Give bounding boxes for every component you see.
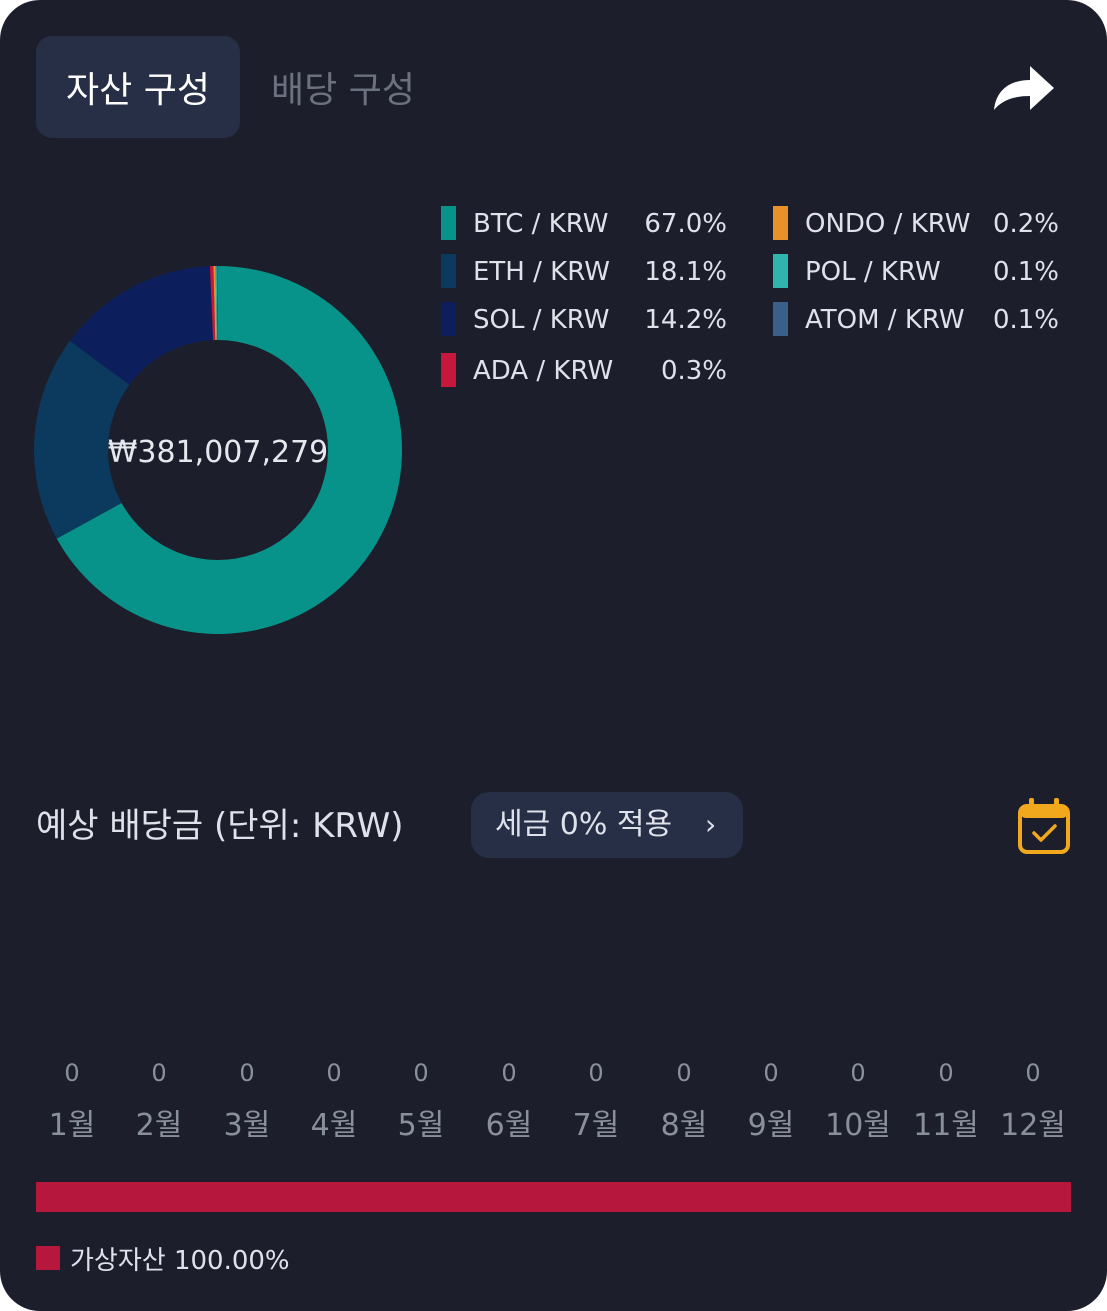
tax-rate-label: 세금 0% 적용 xyxy=(495,807,673,842)
month-column: 0 9월 xyxy=(727,1058,815,1146)
dividend-section-title: 예상 배당금 (단위: KRW) xyxy=(36,806,404,846)
legend-percent: 0.3% xyxy=(660,356,727,386)
month-label: 8월 xyxy=(660,1108,708,1143)
legend-label: BTC / KRW xyxy=(473,209,609,239)
legend-percent: 67.0% xyxy=(644,209,727,239)
donut-chart: ₩381,007,279 xyxy=(34,266,402,634)
legend-item-pol: POL / KRW 0.1% xyxy=(773,254,1063,290)
month-column: 0 2월 xyxy=(115,1058,203,1146)
month-label: 12월 xyxy=(1000,1108,1066,1143)
month-column: 0 4월 xyxy=(290,1058,378,1146)
legend-item-btc: BTC / KRW 67.0% xyxy=(441,206,731,242)
month-value: 0 xyxy=(151,1059,167,1087)
legend-label: ATOM / KRW xyxy=(805,305,965,335)
donut-slice-pol xyxy=(215,266,218,341)
legend-item-ondo: ONDO / KRW 0.2% xyxy=(773,206,1063,242)
month-column: 0 11월 xyxy=(902,1058,990,1146)
month-value: 0 xyxy=(501,1059,517,1087)
legend-percent: 18.1% xyxy=(644,257,727,287)
month-label: 5월 xyxy=(397,1108,445,1143)
month-column: 0 8월 xyxy=(640,1058,728,1146)
month-column: 0 5월 xyxy=(377,1058,465,1146)
legend-swatch xyxy=(773,254,788,288)
legend-swatch xyxy=(773,302,788,336)
month-label: 6월 xyxy=(485,1108,533,1143)
month-column: 0 6월 xyxy=(465,1058,553,1146)
legend-swatch xyxy=(773,206,788,240)
donut-slice-sol xyxy=(69,266,214,385)
chevron-right-icon: › xyxy=(705,808,717,841)
legend-item-ada: ADA / KRW 0.3% xyxy=(441,353,731,389)
month-label: 10월 xyxy=(825,1108,891,1143)
tab-dividend-composition[interactable]: 배당 구성 xyxy=(271,70,415,111)
legend-label: ONDO / KRW xyxy=(805,209,971,239)
calendar-check-icon[interactable] xyxy=(1016,796,1072,856)
month-value: 0 xyxy=(763,1059,779,1087)
donut-slice-atom xyxy=(216,266,218,341)
month-label: 11월 xyxy=(913,1108,979,1143)
month-column: 0 7월 xyxy=(552,1058,640,1146)
share-arrow-icon[interactable] xyxy=(986,56,1058,120)
asset-class-allocation-bar xyxy=(36,1182,1071,1212)
donut-slice-ada xyxy=(209,266,216,341)
portfolio-total: ₩381,007,279 xyxy=(108,435,329,470)
asset-class-legend: 가상자산 100.00% xyxy=(36,1240,290,1276)
tab-asset-composition[interactable]: 자산 구성 xyxy=(36,36,240,138)
tax-rate-button[interactable]: 세금 0% 적용 › xyxy=(471,792,743,858)
month-label: 3월 xyxy=(223,1108,271,1143)
month-value: 0 xyxy=(413,1059,429,1087)
month-value: 0 xyxy=(1025,1059,1041,1087)
month-value: 0 xyxy=(326,1059,342,1087)
month-column: 0 1월 xyxy=(28,1058,116,1146)
legend-percent: 0.1% xyxy=(992,257,1059,287)
legend-item-sol: SOL / KRW 14.2% xyxy=(441,302,731,338)
month-value: 0 xyxy=(850,1059,866,1087)
month-value: 0 xyxy=(676,1059,692,1087)
asset-class-label: 가상자산 100.00% xyxy=(70,1245,290,1276)
legend-percent: 0.2% xyxy=(992,209,1059,239)
month-value: 0 xyxy=(588,1059,604,1087)
donut-slice-eth xyxy=(34,340,130,539)
month-label: 1월 xyxy=(48,1108,96,1143)
legend-label: ADA / KRW xyxy=(473,356,614,386)
month-column: 0 3월 xyxy=(203,1058,291,1146)
legend-label: ETH / KRW xyxy=(473,257,610,287)
month-value: 0 xyxy=(938,1059,954,1087)
legend-swatch xyxy=(36,1246,60,1270)
month-value: 0 xyxy=(64,1059,80,1087)
month-column: 0 12월 xyxy=(989,1058,1077,1146)
legend-percent: 14.2% xyxy=(644,305,727,335)
legend-swatch xyxy=(441,353,456,387)
legend-percent: 0.1% xyxy=(992,305,1059,335)
month-value: 0 xyxy=(239,1059,255,1087)
legend-label: SOL / KRW xyxy=(473,305,610,335)
month-column: 0 10월 xyxy=(814,1058,902,1146)
donut-slice-ondo xyxy=(213,266,217,341)
legend-label: POL / KRW xyxy=(805,257,941,287)
month-label: 2월 xyxy=(135,1108,183,1143)
legend-swatch xyxy=(441,254,456,288)
month-label: 4월 xyxy=(310,1108,358,1143)
legend-item-atom: ATOM / KRW 0.1% xyxy=(773,302,1063,338)
month-label: 7월 xyxy=(572,1108,620,1143)
donut-slice-btc xyxy=(56,266,402,634)
legend-item-eth: ETH / KRW 18.1% xyxy=(441,254,731,290)
legend-swatch xyxy=(441,206,456,240)
month-label: 9월 xyxy=(747,1108,795,1143)
legend-swatch xyxy=(441,302,456,336)
